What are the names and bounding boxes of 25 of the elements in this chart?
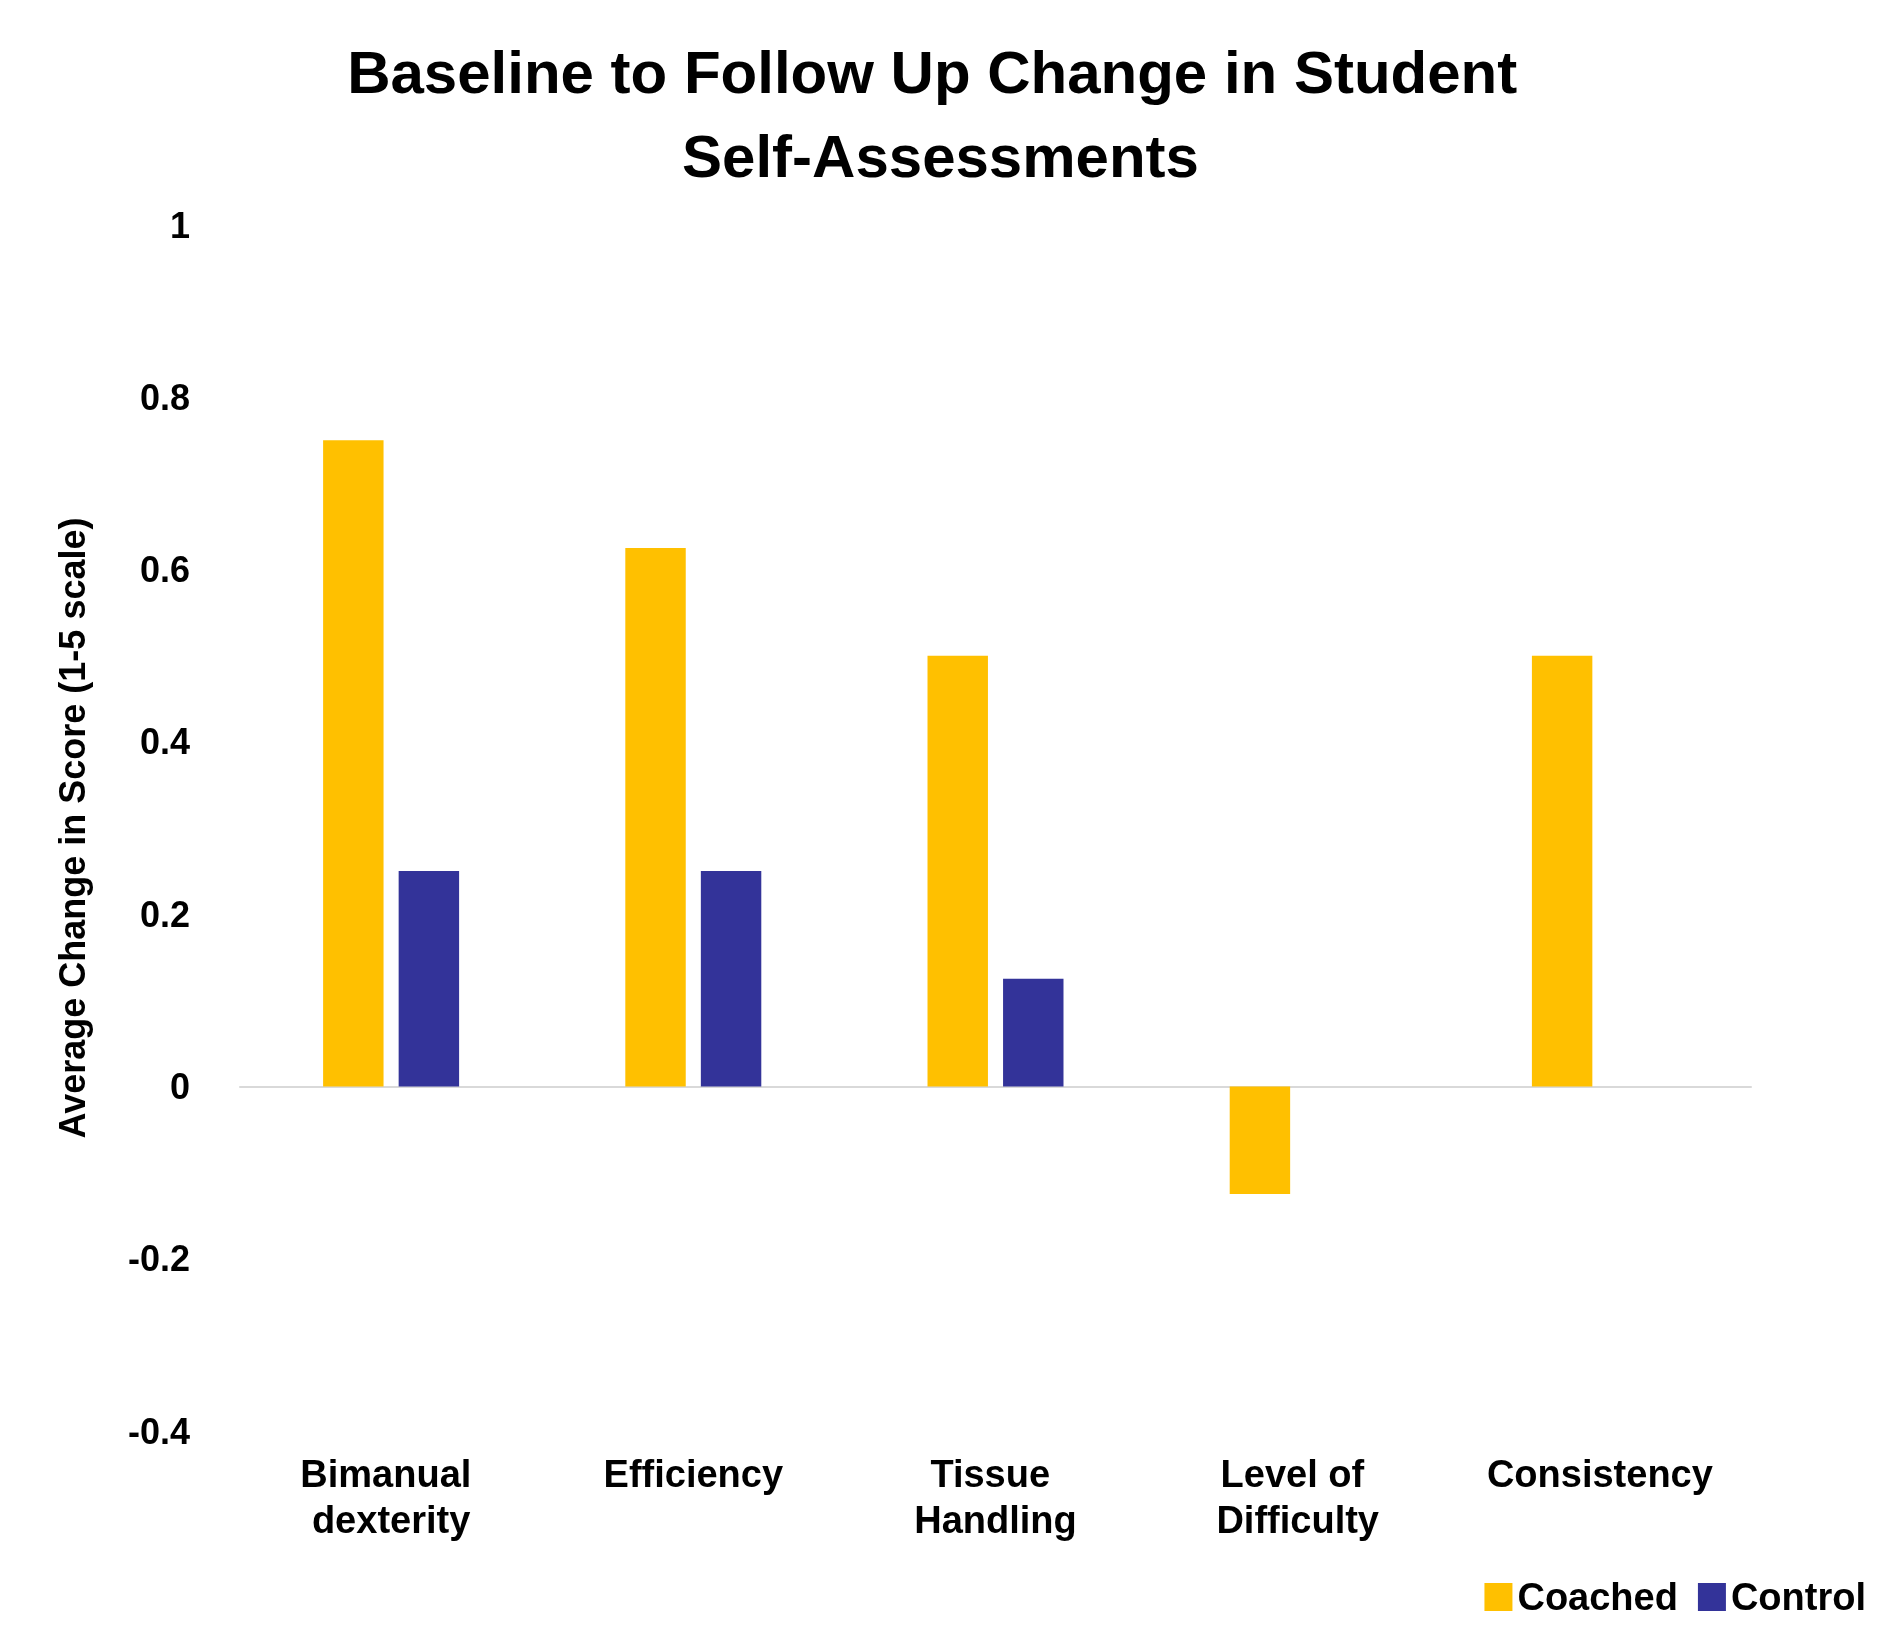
y-tick-label: 1 bbox=[169, 204, 190, 246]
y-tick-label: -0.2 bbox=[127, 1238, 190, 1280]
bar bbox=[398, 871, 460, 1087]
bar bbox=[700, 871, 762, 1087]
legend-label: Control bbox=[1730, 1576, 1866, 1618]
bar bbox=[927, 655, 988, 1087]
x-tick-label: Bimanual dexterity bbox=[300, 1453, 482, 1541]
bar bbox=[323, 440, 384, 1087]
bar bbox=[625, 548, 686, 1087]
x-tick-label: Efficiency bbox=[603, 1453, 784, 1495]
y-tick-label: 0.6 bbox=[139, 549, 190, 591]
bar bbox=[1531, 655, 1593, 1087]
y-axis-title: Average Change in Score (1-5 scale) bbox=[51, 517, 93, 1139]
bar bbox=[1003, 978, 1064, 1087]
bar bbox=[1229, 1086, 1291, 1195]
y-tick-label: -0.4 bbox=[127, 1410, 190, 1452]
x-tick-label: Tissue Handling bbox=[914, 1453, 1077, 1541]
x-tick-label: Consistency bbox=[1486, 1453, 1713, 1495]
y-tick-label: 0 bbox=[169, 1065, 190, 1107]
legend-label: Coached bbox=[1517, 1576, 1678, 1618]
y-tick-label: 0.2 bbox=[139, 893, 190, 935]
y-tick-label: 0.8 bbox=[139, 376, 190, 418]
chart-title: Baseline to Follow Up Change in Student Self-Assessments bbox=[347, 38, 1534, 190]
x-tick-label: Level of Difficulty bbox=[1216, 1453, 1379, 1541]
y-tick-label: 0.4 bbox=[139, 721, 190, 763]
